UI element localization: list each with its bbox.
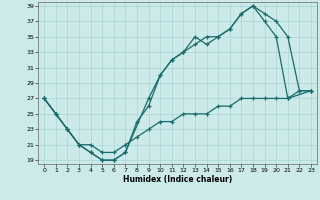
X-axis label: Humidex (Indice chaleur): Humidex (Indice chaleur): [123, 175, 232, 184]
